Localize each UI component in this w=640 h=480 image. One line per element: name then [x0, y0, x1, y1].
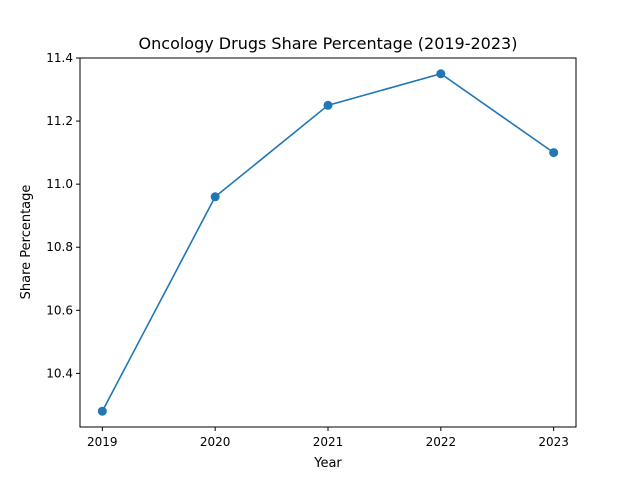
x-tick-label: 2022 — [426, 435, 457, 449]
data-point-2019 — [97, 406, 107, 416]
plot-frame — [79, 57, 577, 428]
y-tick-label: 11.0 — [46, 177, 73, 191]
data-point-2021 — [323, 100, 333, 110]
data-point-2023 — [549, 148, 559, 158]
x-axis-label: Year — [313, 456, 342, 471]
data-point-2022 — [436, 69, 446, 79]
y-tick-label: 11.4 — [46, 51, 73, 65]
x-tick-label: 2021 — [313, 435, 344, 449]
y-axis-label: Share Percentage — [19, 185, 34, 300]
x-tick-label: 2023 — [538, 435, 569, 449]
x-axis-ticks: 2019 2020 2021 2022 2023 — [87, 427, 569, 449]
x-tick-label: 2019 — [87, 435, 118, 449]
y-tick-label: 11.2 — [46, 114, 73, 128]
data-point-2020 — [210, 192, 220, 202]
x-tick-label: 2020 — [200, 435, 231, 449]
y-tick-label: 10.6 — [46, 303, 73, 317]
chart-title: Oncology Drugs Share Percentage (2019-20… — [139, 34, 518, 53]
y-axis-ticks: 10.4 10.6 10.8 11.0 11.2 11.4 — [46, 51, 80, 380]
y-tick-label: 10.8 — [46, 240, 73, 254]
plot-area — [80, 58, 576, 427]
y-tick-label: 10.4 — [46, 366, 73, 380]
series-layer — [97, 69, 559, 416]
